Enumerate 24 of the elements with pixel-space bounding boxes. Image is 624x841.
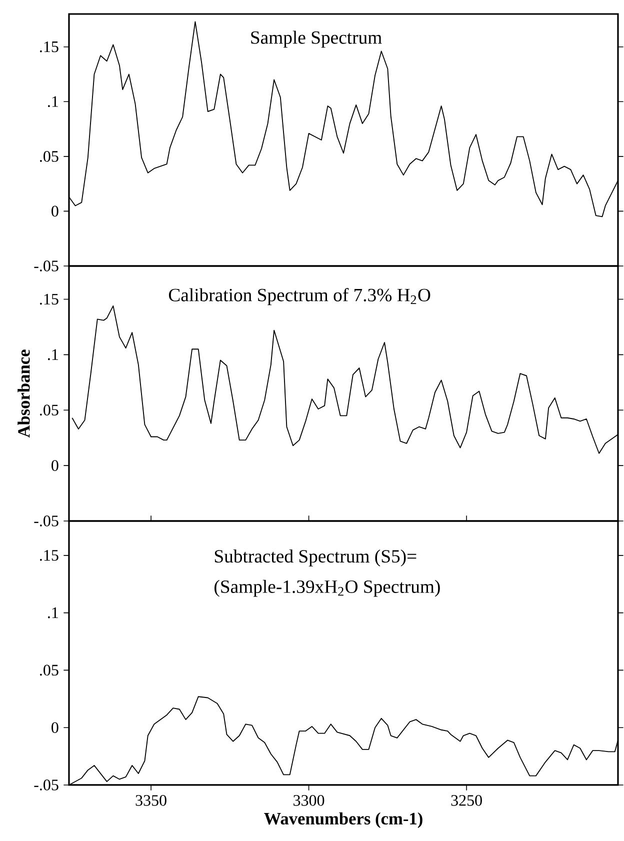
text: Sample Spectrum xyxy=(251,30,382,48)
text: Subtracted Spectrum (S5)= xyxy=(215,549,416,566)
y-tick-label: 0 xyxy=(52,460,58,471)
y-tick-label: .05 xyxy=(40,150,58,162)
text: (Sample-1.39xH$_{2}$O Spectrum) xyxy=(214,580,440,597)
y-tick-label: .1 xyxy=(48,607,58,618)
y-tick-label: .15 xyxy=(40,550,58,561)
text: Calibration Spectrum of 7.3% H$_{2}$O xyxy=(169,288,430,306)
y-tick-label: 0 xyxy=(52,206,58,217)
y-tick-label: .15 xyxy=(40,294,58,305)
y-tick-label: .1 xyxy=(48,96,58,108)
y-tick-label: .15 xyxy=(40,41,58,52)
y-tick-label: -.05 xyxy=(34,260,58,272)
x-axis-title: Wavenumbers (cm-1) xyxy=(264,812,423,828)
y-tick-label: -.05 xyxy=(34,780,58,790)
y-axis-title: Absorbance xyxy=(18,350,30,438)
y-tick-label: .1 xyxy=(48,349,58,360)
x-tick-label: 3350 xyxy=(136,795,167,806)
y-tick-label: .05 xyxy=(40,664,58,676)
x-tick-label: 3250 xyxy=(451,795,482,806)
y-tick-label: 0 xyxy=(52,722,58,733)
y-tick-label: .05 xyxy=(40,404,58,416)
x-tick-label: 3300 xyxy=(294,795,324,806)
y-tick-label: -.05 xyxy=(34,516,58,526)
